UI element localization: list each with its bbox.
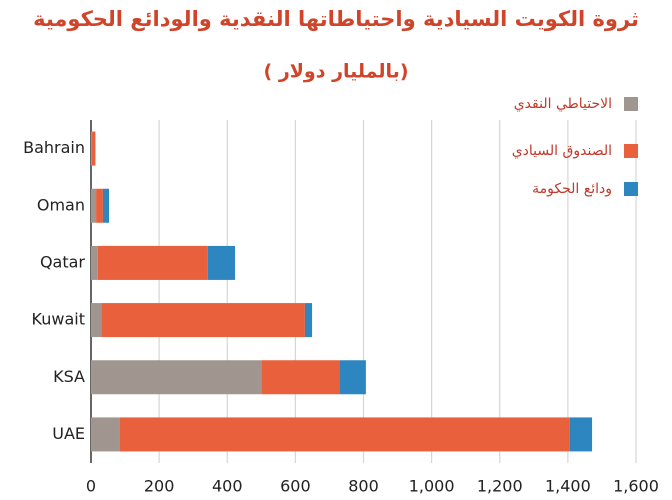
bar-segment xyxy=(91,303,102,338)
legend-label: الصندوق السيادي xyxy=(512,143,612,159)
x-tick-label: 0 xyxy=(86,477,96,496)
legend-label: الاحتياطي النقدي xyxy=(514,96,612,112)
x-tick-label: 1,000 xyxy=(409,477,455,496)
x-tick-label: 1,400 xyxy=(545,477,591,496)
x-tick-label: 600 xyxy=(280,477,311,496)
y-tick-label: KSA xyxy=(53,367,85,386)
bar-segment xyxy=(261,360,340,395)
x-tick-label: 800 xyxy=(348,477,379,496)
bar-segment xyxy=(207,245,236,280)
legend-swatch xyxy=(624,97,638,111)
bar-segment xyxy=(92,131,96,166)
chart-title: ثروة الكويت السيادية واحتياطاتها النقدية… xyxy=(33,7,639,31)
y-tick-label: UAE xyxy=(52,424,85,443)
legend-swatch xyxy=(624,144,638,158)
x-tick-label: 1,600 xyxy=(613,477,659,496)
legend-label: ودائع الحكومة xyxy=(532,181,612,197)
x-tick-label: 1,200 xyxy=(477,477,523,496)
bar-segment xyxy=(569,417,593,452)
bar-segment xyxy=(91,417,120,452)
bar-segment xyxy=(96,188,103,223)
legend-swatch xyxy=(624,182,638,196)
y-tick-label: Bahrain xyxy=(23,138,85,157)
bar-segment xyxy=(102,188,110,223)
x-tick-label: 200 xyxy=(144,477,175,496)
bar-segment xyxy=(339,360,366,395)
bar-segment xyxy=(97,245,208,280)
y-tick-label: Qatar xyxy=(40,252,85,271)
bar-segment xyxy=(91,360,262,395)
bar-segment xyxy=(304,303,313,338)
bar-segment xyxy=(91,188,97,223)
bar-segment xyxy=(91,245,98,280)
chart-subtitle: ( بالمليار دولار) xyxy=(264,61,409,83)
y-tick-label: Oman xyxy=(37,195,85,214)
bar-segment xyxy=(101,303,305,338)
x-tick-label: 400 xyxy=(212,477,243,496)
bar-segment xyxy=(119,417,570,452)
y-tick-label: Kuwait xyxy=(32,310,85,329)
bar-segment xyxy=(91,131,93,166)
